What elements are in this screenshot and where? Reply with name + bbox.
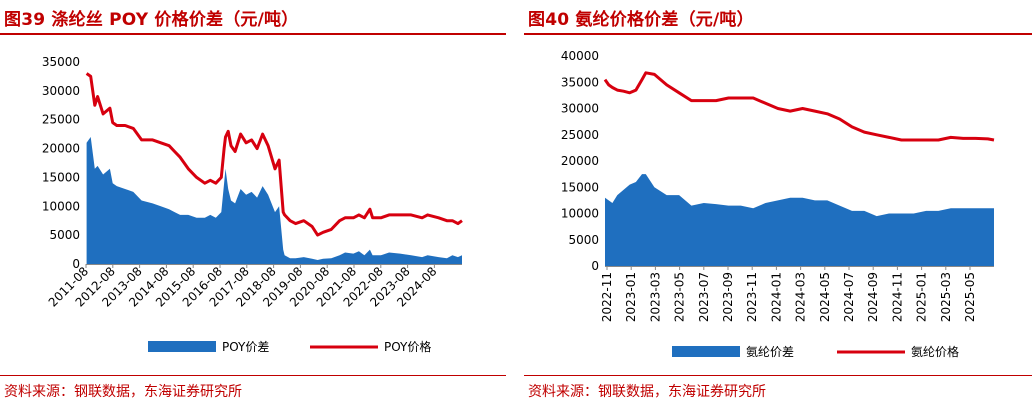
series-line-price — [603, 71, 995, 142]
y-tick-label: 35000 — [561, 75, 599, 89]
series-area-spread — [86, 137, 462, 264]
x-tick-label: 2024-07 — [842, 272, 856, 322]
y-tick-label: 30000 — [42, 84, 80, 98]
x-tick-label: 2023-09 — [721, 272, 735, 322]
x-tick-label: 2023-03 — [648, 272, 662, 322]
title-divider — [524, 33, 1032, 35]
y-tick-label: 10000 — [42, 199, 80, 213]
source-divider — [524, 375, 1032, 376]
x-tick-label: 2025-01 — [915, 272, 929, 322]
x-tick-label: 2024-09 — [866, 272, 880, 322]
y-tick-label: 20000 — [42, 142, 80, 156]
y-tick-label: 40000 — [561, 49, 599, 63]
y-tick-label: 5000 — [568, 233, 599, 247]
legend-label-line: POY价格 — [384, 339, 431, 354]
y-tick-label: 0 — [72, 257, 80, 271]
y-tick-label: 30000 — [561, 102, 599, 116]
series-line-price — [85, 72, 463, 237]
y-tick-label: 10000 — [561, 207, 599, 221]
x-tick-label: 2024-05 — [818, 272, 832, 322]
y-tick-label: 20000 — [561, 154, 599, 168]
source-divider — [0, 375, 506, 376]
legend-label-area: 氨纶价差 — [746, 345, 794, 359]
x-tick-label: 2024-11 — [890, 272, 904, 322]
title-divider — [0, 33, 506, 35]
x-tick-label: 2023-11 — [745, 272, 759, 322]
chart-title: 图39 涤纶丝 POY 价格价差（元/吨） — [4, 10, 299, 30]
y-tick-label: 25000 — [561, 128, 599, 142]
legend-swatch-area — [672, 346, 740, 357]
series-area-spread — [605, 174, 994, 266]
legend-swatch-area — [148, 341, 216, 352]
y-tick-label: 25000 — [42, 113, 80, 127]
poy-chart: 050001000015000200002500030000350002011-… — [42, 55, 463, 354]
legend-label-area: POY价差 — [222, 340, 269, 354]
chart-panel-spandex: 图40 氨纶价格价差（元/吨） 0 5000 10000 15000 20000 2500… — [524, 0, 1032, 408]
source-note: 资料来源：钢联数据，东海证券研究所 — [4, 384, 242, 400]
x-tick-label: 2024-01 — [769, 272, 783, 322]
chart-panel-poy: 图39 涤纶丝 POY 价格价差（元/吨） 0 5000 10000 15000 200… — [0, 0, 506, 408]
x-tick-label: 2025-05 — [963, 272, 977, 322]
x-tick-label: 2024-03 — [794, 272, 808, 322]
legend-label-line: 氨纶价格 — [911, 344, 959, 359]
y-tick-label: 35000 — [42, 55, 80, 69]
x-tick-label: 2023-07 — [697, 272, 711, 322]
y-tick-label: 0 — [591, 259, 599, 273]
source-note: 资料来源：钢联数据，东海证券研究所 — [528, 384, 766, 400]
y-tick-label: 5000 — [49, 228, 80, 242]
spandex-chart: 0 5000 10000 15000 20000 25000 30000 35000 40000… — [561, 49, 995, 359]
x-tick-label: 2025-03 — [939, 272, 953, 322]
x-tick-label: 2023-05 — [673, 272, 687, 322]
y-tick-label: 15000 — [561, 180, 599, 194]
x-tick-label: 2023-01 — [624, 272, 638, 322]
chart-title: 图40 氨纶价格价差（元/吨） — [528, 10, 754, 30]
x-tick-label: 2022-11 — [600, 272, 614, 322]
y-tick-label: 15000 — [42, 170, 80, 184]
